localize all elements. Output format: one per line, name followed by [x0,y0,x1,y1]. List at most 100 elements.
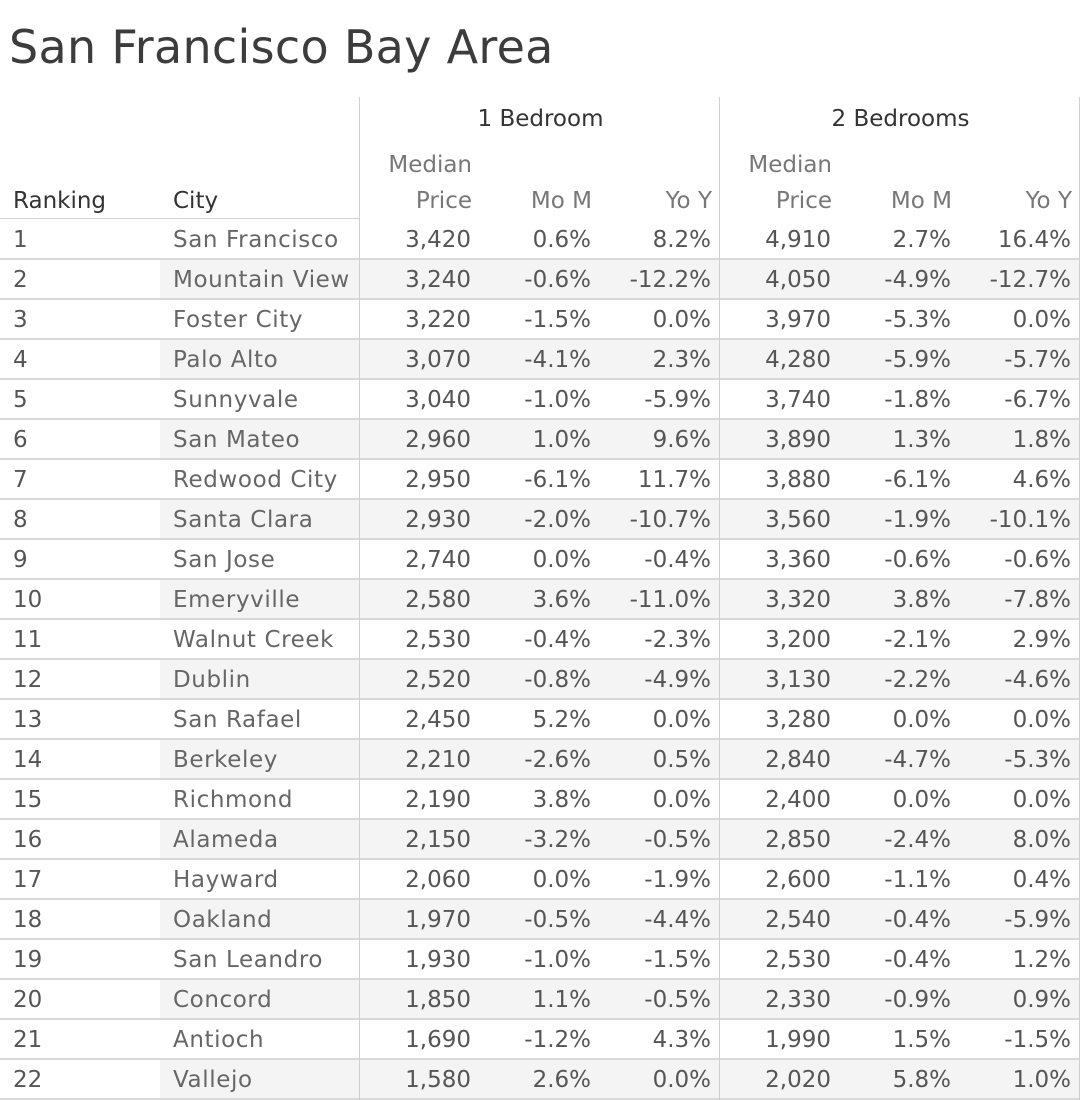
row-separator [0,538,1080,540]
row-separator [0,778,1080,780]
table-row: 8 Santa Clara 2,930 -2.0% -10.7% 3,560 -1.9% -1… [0,500,1084,540]
mom-2-cell: -0.4% [884,907,951,933]
mom-2-cell: -4.9% [884,267,951,293]
median-price-1-cell: 1,850 [405,987,471,1013]
yoy-1-cell: -10.7% [629,507,711,533]
column-header-median-top-1: Median [388,152,472,178]
column-header-yoy-1: Yo Y [665,188,712,214]
yoy-2-cell: 1.0% [1012,1067,1071,1093]
median-price-1-cell: 3,420 [405,227,471,253]
median-price-1-cell: 2,520 [405,667,471,693]
yoy-1-cell: -11.0% [629,587,711,613]
median-price-1-cell: 3,070 [405,347,471,373]
mom-2-cell: 1.5% [892,1027,951,1053]
rank-cell: 20 [13,987,43,1013]
median-price-2-cell: 3,130 [765,667,831,693]
median-price-2-cell: 1,990 [765,1027,831,1053]
median-price-1-cell: 2,210 [405,747,471,773]
mom-2-cell: -4.7% [884,747,951,773]
row-separator [0,1058,1080,1060]
table-row: 11 Walnut Creek 2,530 -0.4% -2.3% 3,200 -2.1% 2… [0,620,1084,660]
median-price-2-cell: 4,910 [765,227,831,253]
city-cell: Oakland [173,907,273,933]
city-cell: Antioch [173,1027,265,1053]
rank-cell: 19 [13,947,43,973]
mom-2-cell: -1.1% [884,867,951,893]
median-price-2-cell: 3,320 [765,587,831,613]
mom-1-cell: -2.6% [524,747,591,773]
row-separator [0,418,1080,420]
row-shading [160,660,1080,700]
median-price-1-cell: 2,580 [405,587,471,613]
median-price-1-cell: 2,190 [405,787,471,813]
table-row: 3 Foster City 3,220 -1.5% 0.0% 3,970 -5.3% 0.0% [0,300,1084,340]
table-row: 19 San Leandro 1,930 -1.0% -1.5% 2,530 -0.4% 1.… [0,940,1084,980]
rank-cell: 16 [13,827,43,853]
city-cell: Sunnyvale [173,387,299,413]
table-row: 17 Hayward 2,060 0.0% -1.9% 2,600 -1.1% 0.4% [0,860,1084,900]
column-header-ranking: Ranking [13,188,107,214]
row-separator [0,1018,1080,1020]
yoy-2-cell: -5.3% [1004,747,1071,773]
rank-cell: 3 [13,307,28,333]
yoy-1-cell: -4.9% [644,667,711,693]
column-divider-3 [1079,97,1080,1100]
column-header-mom-2: Mo M [890,188,952,214]
yoy-2-cell: -0.6% [1004,547,1071,573]
rank-cell: 5 [13,387,28,413]
mom-2-cell: 2.7% [892,227,951,253]
table-row: 15 Richmond 2,190 3.8% 0.0% 2,400 0.0% 0.0% [0,780,1084,820]
row-separator [0,578,1080,580]
mom-2-cell: 1.3% [892,427,951,453]
column-divider-1 [359,97,360,1100]
row-separator [0,338,1080,340]
column-header-median-top-2: Median [748,152,832,178]
row-separator [0,498,1080,500]
yoy-2-cell: -12.7% [989,267,1071,293]
mom-2-cell: -2.4% [884,827,951,853]
mom-2-cell: -5.3% [884,307,951,333]
mom-2-cell: 0.0% [892,787,951,813]
mom-2-cell: 0.0% [892,707,951,733]
group-header-2-bedrooms: 2 Bedrooms [831,106,970,132]
yoy-1-cell: -0.5% [644,827,711,853]
table-row: 9 San Jose 2,740 0.0% -0.4% 3,360 -0.6% -0.6% [0,540,1084,580]
yoy-2-cell: -10.1% [989,507,1071,533]
mom-1-cell: -3.2% [524,827,591,853]
yoy-1-cell: -0.4% [644,547,711,573]
yoy-1-cell: 4.3% [652,1027,711,1053]
median-price-1-cell: 2,150 [405,827,471,853]
mom-2-cell: -0.6% [884,547,951,573]
mom-1-cell: 0.0% [532,547,591,573]
rank-cell: 18 [13,907,43,933]
median-price-1-cell: 1,580 [405,1067,471,1093]
median-price-2-cell: 4,280 [765,347,831,373]
mom-1-cell: 3.6% [532,587,591,613]
yoy-2-cell: 2.9% [1012,627,1071,653]
yoy-1-cell: -1.5% [644,947,711,973]
rank-cell: 14 [13,747,43,773]
city-cell: Dublin [173,667,251,693]
median-price-1-cell: 2,740 [405,547,471,573]
rank-cell: 4 [13,347,28,373]
yoy-2-cell: 0.4% [1012,867,1071,893]
yoy-1-cell: -12.2% [629,267,711,293]
yoy-1-cell: 0.0% [652,787,711,813]
rank-cell: 10 [13,587,43,613]
median-price-2-cell: 3,890 [765,427,831,453]
row-shading [160,340,1080,380]
group-header-1-bedroom: 1 Bedroom [477,106,604,132]
mom-2-cell: -6.1% [884,467,951,493]
mom-1-cell: -0.6% [524,267,591,293]
city-cell: San Jose [173,547,276,573]
page-title: San Francisco Bay Area [9,20,554,74]
yoy-1-cell: 0.0% [652,1067,711,1093]
table-row: 2 Mountain View 3,240 -0.6% -12.2% 4,050 -4.9%… [0,260,1084,300]
yoy-2-cell: 1.2% [1012,947,1071,973]
mom-2-cell: -1.9% [884,507,951,533]
city-cell: San Francisco [173,227,339,253]
mom-1-cell: -1.5% [524,307,591,333]
table-row: 20 Concord 1,850 1.1% -0.5% 2,330 -0.9% 0.9% [0,980,1084,1020]
city-cell: San Leandro [173,947,324,973]
city-cell: Alameda [173,827,279,853]
